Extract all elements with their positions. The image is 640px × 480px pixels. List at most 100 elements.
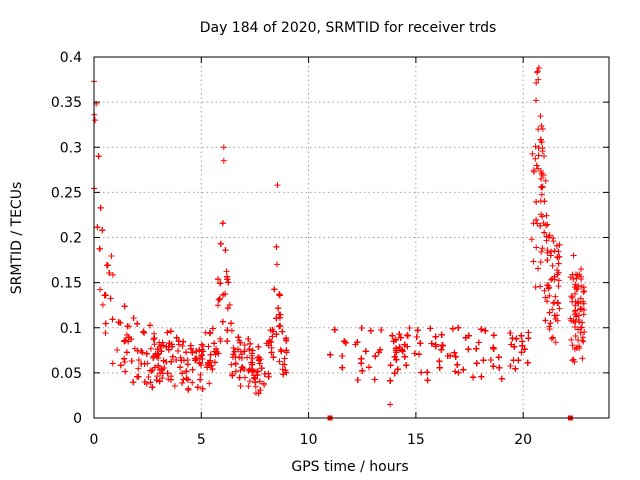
data-point	[251, 374, 258, 381]
data-point	[175, 338, 182, 345]
data-point	[572, 332, 579, 339]
data-point	[156, 378, 163, 385]
data-point	[158, 348, 165, 355]
data-point	[241, 374, 248, 381]
data-point	[473, 360, 480, 367]
data-point	[224, 327, 231, 334]
data-point	[578, 283, 585, 290]
data-point	[161, 364, 168, 371]
data-point	[532, 284, 539, 291]
data-point	[249, 355, 256, 362]
data-point	[115, 319, 122, 326]
data-point	[261, 371, 268, 378]
data-point	[138, 348, 145, 355]
y-axis-label: SRMTID / TECUs	[9, 182, 25, 295]
data-point	[578, 324, 585, 331]
data-point	[512, 365, 519, 372]
data-point	[533, 216, 540, 223]
data-point	[241, 342, 248, 349]
data-point	[155, 362, 162, 369]
data-point	[577, 295, 584, 302]
data-point	[365, 364, 372, 371]
x-tick-label: 0	[90, 432, 99, 448]
data-point	[538, 248, 545, 255]
data-point	[189, 379, 196, 386]
data-point	[438, 346, 445, 353]
data-point	[241, 365, 248, 372]
data-point	[580, 311, 587, 318]
data-point	[555, 283, 562, 290]
data-point	[279, 366, 286, 373]
data-point	[552, 293, 559, 300]
data-point	[548, 335, 555, 342]
data-point	[256, 360, 263, 367]
data-point	[537, 222, 544, 229]
data-point	[276, 358, 283, 365]
data-point	[546, 309, 553, 316]
data-point	[222, 247, 229, 254]
data-point	[92, 117, 99, 124]
data-point	[270, 354, 277, 361]
data-point	[538, 122, 545, 129]
data-point	[196, 347, 203, 354]
data-point	[165, 346, 172, 353]
data-point	[530, 168, 537, 175]
data-point	[200, 348, 207, 355]
data-point	[184, 376, 191, 383]
data-point	[174, 347, 181, 354]
data-point	[282, 367, 289, 374]
data-point	[513, 335, 520, 342]
data-point	[427, 325, 434, 332]
data-point	[424, 377, 431, 384]
data-point	[537, 259, 544, 266]
data-point	[396, 331, 403, 338]
data-point	[389, 332, 396, 339]
data-point	[537, 283, 544, 290]
data-point	[525, 329, 532, 336]
data-point	[249, 350, 256, 357]
data-point	[403, 362, 410, 369]
data-point	[224, 273, 231, 280]
data-point	[230, 344, 237, 351]
data-point	[164, 329, 171, 336]
data-point	[532, 143, 539, 150]
data-point	[147, 322, 154, 329]
data-point	[391, 370, 398, 377]
data-point	[102, 329, 109, 336]
data-point	[183, 368, 190, 375]
data-point	[134, 373, 141, 380]
data-point	[196, 360, 203, 367]
data-point	[511, 343, 518, 350]
data-point	[534, 265, 541, 272]
data-point	[215, 350, 222, 357]
data-point	[551, 247, 558, 254]
data-point	[247, 340, 254, 347]
data-point	[122, 368, 129, 375]
y-tick-label: 0.05	[51, 366, 82, 382]
data-point	[244, 354, 251, 361]
data-points	[91, 64, 588, 408]
data-point	[228, 320, 235, 327]
data-point	[235, 334, 242, 341]
data-point	[226, 301, 233, 308]
data-point	[273, 243, 280, 250]
y-tick-label: 0.35	[51, 95, 82, 111]
data-point	[541, 198, 548, 205]
data-point	[143, 350, 150, 357]
data-point	[265, 342, 272, 349]
y-tick-labels: 0 0.05 0.1 0.15 0.2 0.25 0.3 0.35 0.4	[51, 50, 82, 427]
data-point	[219, 220, 226, 227]
data-point	[394, 366, 401, 373]
data-point	[160, 357, 167, 364]
data-point	[581, 288, 588, 295]
data-point	[490, 332, 497, 339]
data-point	[575, 316, 582, 323]
data-point	[577, 329, 584, 336]
data-point	[275, 323, 282, 330]
x-tick-label: 10	[300, 432, 318, 448]
data-point	[414, 327, 421, 334]
data-point	[528, 236, 535, 243]
data-point	[97, 204, 104, 211]
data-point	[572, 271, 579, 278]
data-point	[455, 324, 462, 331]
